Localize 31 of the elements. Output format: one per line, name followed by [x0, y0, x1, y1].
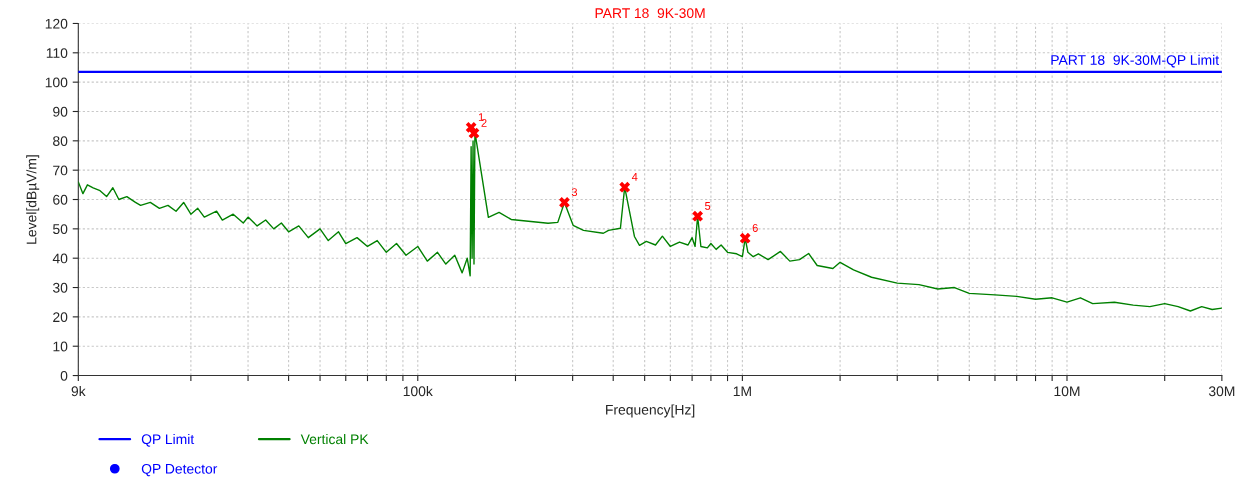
- annotation: 5: [705, 202, 711, 210]
- chart-title: PART 18 9K-30M: [595, 8, 705, 19]
- annotation: 1: [478, 113, 484, 121]
- legend-label: Vertical PK: [300, 433, 369, 445]
- y-tick-label: 50: [53, 224, 68, 235]
- y-axis-title: Level[dBµV/m]: [26, 155, 40, 244]
- y-tick-label: 110: [46, 48, 68, 58]
- legend-label: QP Detector: [141, 463, 218, 477]
- x-tick-label: 10M: [1054, 386, 1080, 397]
- x-tick-label: 1M: [733, 386, 751, 397]
- y-tick-label: 0: [60, 370, 68, 381]
- x-tick-label: 9k: [71, 385, 86, 397]
- y-tick-label: 20: [53, 312, 68, 323]
- x-tick-label: 30M: [1208, 386, 1235, 397]
- y-tick-label: 40: [52, 253, 68, 264]
- annotation: 2: [481, 118, 487, 127]
- y-tick-label: 70: [53, 165, 68, 176]
- y-tick-label: 10: [53, 341, 68, 352]
- y-tick-label: 60: [53, 194, 68, 205]
- y-tick-label: 80: [53, 136, 68, 146]
- annotation: 6: [752, 224, 758, 232]
- y-tick-label: 120: [45, 18, 68, 29]
- y-tick-label: 100: [45, 77, 68, 88]
- x-tick-label: 100k: [403, 385, 433, 397]
- legend-label: QP Limit: [141, 433, 195, 447]
- annotation: 3: [571, 188, 578, 197]
- y-tick-label: 90: [53, 106, 68, 117]
- annotation: 4: [631, 173, 638, 181]
- x-axis-title: Frequency[Hz]: [606, 404, 695, 418]
- annotation: PART 18 9K-30M-QP Limit: [1051, 54, 1219, 68]
- y-tick-label: 30: [52, 282, 68, 293]
